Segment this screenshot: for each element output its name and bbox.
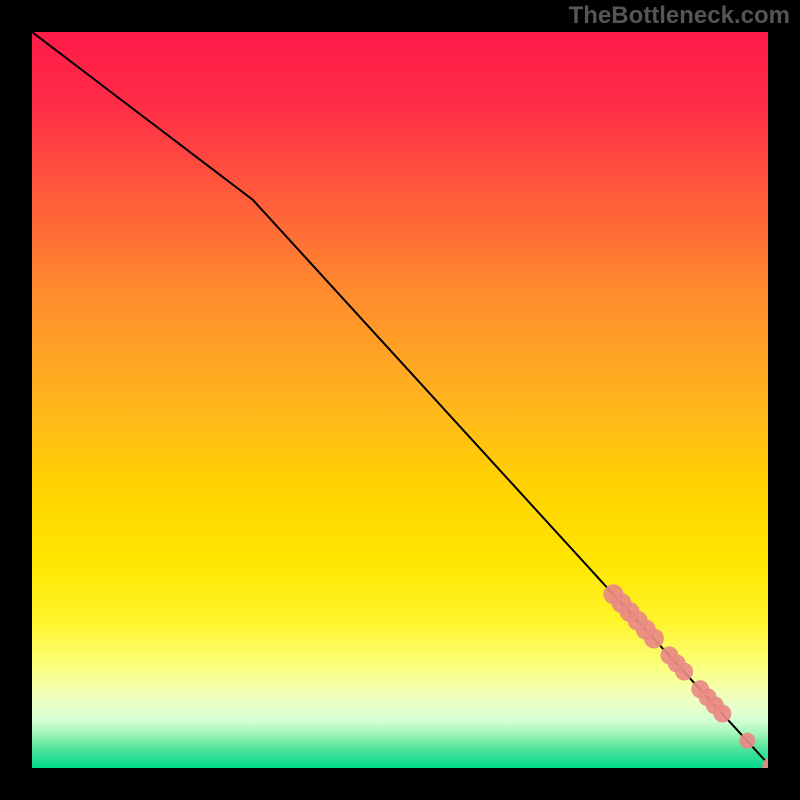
data-point xyxy=(675,663,693,681)
watermark-text: TheBottleneck.com xyxy=(569,2,790,30)
data-point xyxy=(713,705,731,723)
plot-svg xyxy=(32,32,768,768)
gradient-background xyxy=(32,32,768,768)
data-point xyxy=(644,628,664,648)
chart-stage: TheBottleneck.com xyxy=(0,0,800,800)
plot-area xyxy=(32,32,768,768)
data-point xyxy=(739,733,755,749)
